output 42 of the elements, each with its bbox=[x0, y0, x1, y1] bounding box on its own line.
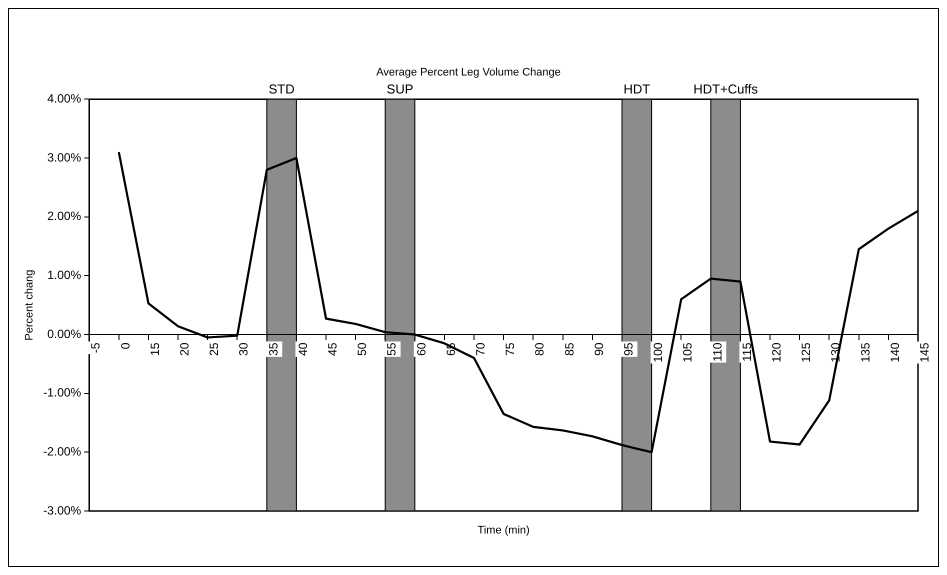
x-tick-label: 80 bbox=[532, 342, 547, 356]
x-tick-label: -5 bbox=[88, 342, 103, 354]
x-tick-label: 135 bbox=[858, 342, 872, 363]
x-tick-label: 55 bbox=[384, 342, 399, 356]
y-tick-label: 2.00% bbox=[47, 209, 82, 224]
y-tick-label: 3.00% bbox=[47, 150, 82, 164]
y-tick-label: 1.00% bbox=[47, 268, 82, 282]
x-tick-label: 70 bbox=[474, 342, 488, 356]
band-label: SUP bbox=[386, 81, 414, 96]
x-tick-label: 90 bbox=[592, 342, 606, 356]
x-tick-label: 25 bbox=[207, 342, 222, 356]
x-tick-label: 85 bbox=[562, 342, 576, 356]
x-tick-label: 100 bbox=[651, 342, 666, 363]
band-label: STD bbox=[268, 81, 295, 96]
x-tick-label: 45 bbox=[326, 342, 340, 356]
x-tick-label: 30 bbox=[236, 342, 251, 356]
y-tick-label: -1.00% bbox=[43, 386, 82, 400]
band-label: HDT+Cuffs bbox=[693, 81, 758, 96]
x-tick-label: 95 bbox=[622, 342, 636, 356]
y-tick-label: 0.00% bbox=[47, 326, 82, 341]
y-tick-label: 4.00% bbox=[47, 92, 82, 106]
y-axis-title: Percent chang bbox=[24, 270, 36, 341]
x-tick-label: 105 bbox=[680, 342, 695, 363]
y-tick-label: -2.00% bbox=[43, 444, 82, 458]
x-tick-label: 40 bbox=[296, 342, 310, 356]
x-tick-label: 0 bbox=[118, 342, 132, 350]
x-tick-label: 35 bbox=[266, 342, 280, 356]
x-tick-label: 15 bbox=[148, 342, 162, 356]
x-tick-label: 120 bbox=[770, 342, 784, 363]
x-tick-label: 140 bbox=[888, 342, 902, 363]
x-tick-label: 20 bbox=[178, 342, 192, 356]
x-tick-label: 60 bbox=[414, 342, 428, 356]
x-tick-label: 145 bbox=[918, 342, 932, 363]
x-tick-label: 75 bbox=[503, 342, 518, 356]
x-axis-title: Time (min) bbox=[478, 524, 530, 537]
band-label: HDT bbox=[623, 81, 650, 96]
x-tick-label: 115 bbox=[740, 342, 754, 362]
x-tick-label: 125 bbox=[799, 342, 814, 363]
x-tick-label: 50 bbox=[355, 342, 370, 356]
x-tick-label: 110 bbox=[710, 342, 724, 362]
chart-title: Average Percent Leg Volume Change bbox=[376, 66, 561, 79]
y-tick-label: -3.00% bbox=[43, 503, 82, 518]
